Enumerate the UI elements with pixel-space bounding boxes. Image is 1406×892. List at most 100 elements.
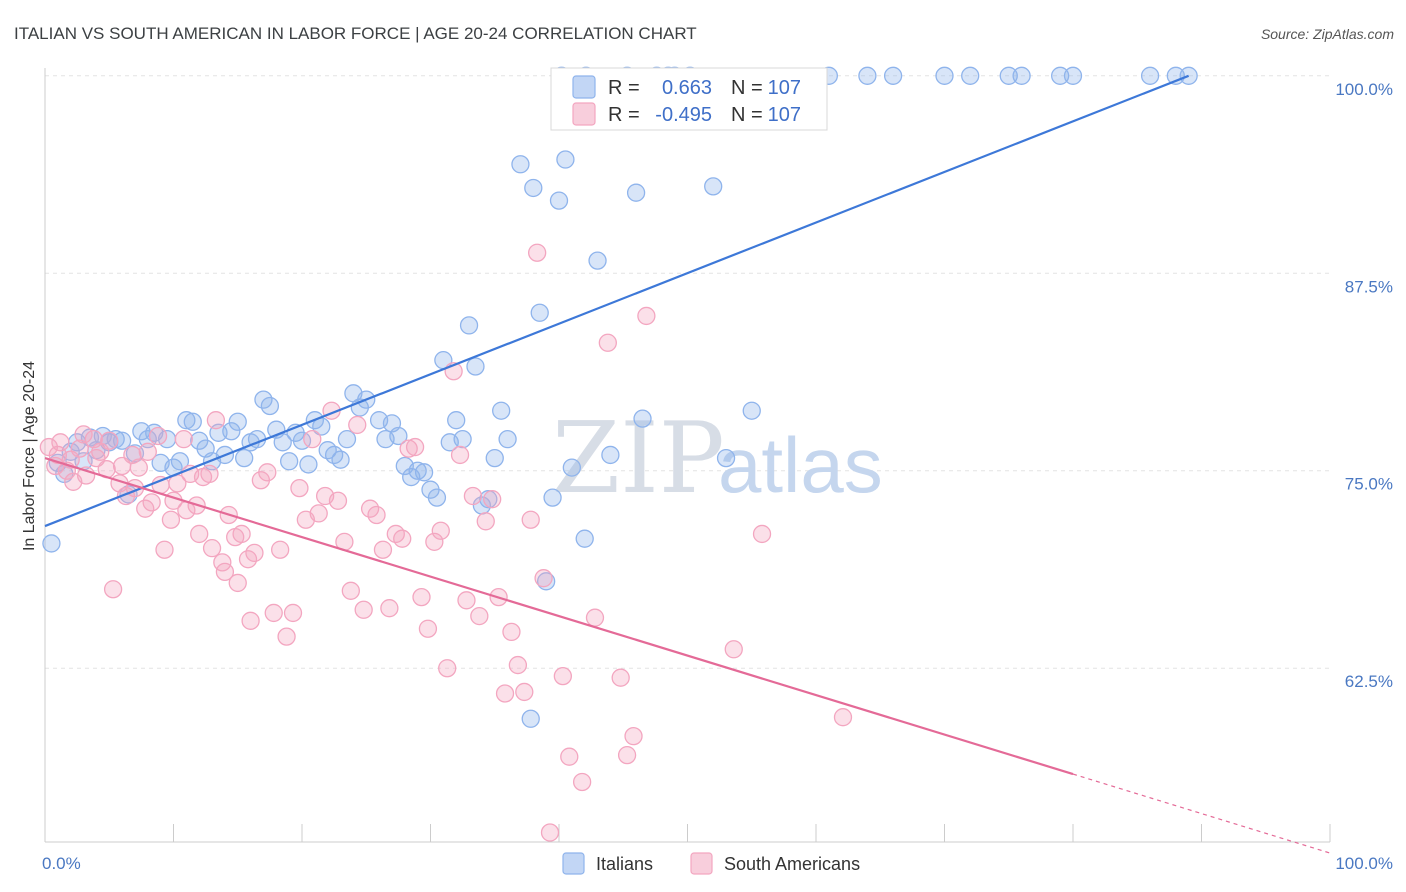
south-americans-point bbox=[367, 505, 386, 525]
italians-point bbox=[543, 488, 562, 507]
series-legend-label-south-americans: South Americans bbox=[724, 854, 860, 874]
italians-point bbox=[492, 401, 511, 420]
chart-source: Source: ZipAtlas.com bbox=[1261, 26, 1394, 42]
south-americans-point bbox=[161, 510, 181, 529]
stats-legend-box bbox=[550, 67, 828, 131]
watermark-zip: ZIP bbox=[552, 402, 725, 516]
italians-point bbox=[633, 409, 652, 428]
south-americans-point bbox=[724, 640, 743, 659]
italians-point bbox=[704, 177, 723, 196]
y-tick-label: 87.5% bbox=[1345, 277, 1393, 296]
south-americans-point bbox=[425, 532, 444, 551]
italians-point bbox=[183, 412, 202, 431]
south-americans-point bbox=[328, 491, 348, 510]
italians-point bbox=[562, 458, 581, 477]
italians-point bbox=[1012, 66, 1031, 85]
south-americans-point bbox=[303, 430, 322, 449]
italians-point bbox=[588, 251, 607, 270]
tick-labels: 62.5% 75.0% 87.5% 100.0% 0.0% 100.0% bbox=[42, 80, 1393, 873]
legend-r-value-italians: 0.663 bbox=[662, 77, 712, 99]
italians-point bbox=[716, 448, 736, 468]
south-americans-point bbox=[393, 529, 412, 548]
south-americans-point bbox=[100, 431, 119, 450]
series-legend-label-italians: Italians bbox=[596, 854, 653, 874]
y-tick-label: 75.0% bbox=[1345, 475, 1393, 494]
south-americans-point bbox=[553, 666, 573, 686]
italians-trend-line bbox=[44, 74, 1190, 528]
italians-point bbox=[279, 452, 299, 471]
south-americans-point bbox=[617, 745, 637, 765]
italians-point bbox=[42, 534, 61, 553]
south-americans-point bbox=[354, 600, 373, 619]
south-americans-point bbox=[190, 524, 209, 544]
south-americans-point bbox=[515, 682, 534, 702]
south-americans-trend-line bbox=[44, 457, 1074, 776]
italians-point bbox=[479, 490, 498, 509]
italians-point bbox=[601, 445, 620, 465]
italians-point bbox=[858, 66, 877, 85]
scatter-points bbox=[39, 66, 1198, 842]
x-tick-label: 100.0% bbox=[1335, 854, 1393, 873]
south-americans-point bbox=[348, 415, 367, 435]
south-americans-point bbox=[521, 510, 540, 529]
south-americans-point bbox=[476, 512, 495, 531]
south-americans-point bbox=[206, 411, 226, 430]
italians-point bbox=[511, 155, 530, 174]
south-americans-point bbox=[528, 243, 547, 262]
south-americans-point bbox=[572, 772, 592, 792]
italians-point bbox=[575, 529, 594, 548]
south-americans-point bbox=[200, 464, 219, 484]
south-americans-point bbox=[405, 437, 425, 457]
italians-point bbox=[549, 191, 569, 210]
legend-n-label: N = bbox=[731, 77, 763, 99]
south-americans-point bbox=[241, 611, 260, 630]
south-americans-point bbox=[833, 708, 853, 727]
italians-point bbox=[537, 572, 556, 591]
south-americans-point bbox=[174, 430, 193, 449]
italians-point bbox=[260, 396, 280, 416]
legend-swatch-south-americans bbox=[572, 102, 596, 126]
south-americans-point bbox=[202, 539, 222, 558]
italians-point bbox=[521, 709, 540, 728]
italians-point bbox=[459, 316, 479, 335]
south-americans-point bbox=[502, 622, 521, 642]
italians-point bbox=[273, 433, 292, 452]
italians-point bbox=[556, 150, 575, 169]
south-americans-point bbox=[258, 463, 277, 482]
italians-point bbox=[530, 303, 549, 322]
south-americans-point bbox=[380, 599, 399, 618]
italians-point bbox=[453, 430, 472, 449]
chart-title: ITALIAN VS SOUTH AMERICAN IN LABOR FORCE… bbox=[14, 24, 697, 43]
legend-n-label: N = bbox=[731, 104, 763, 126]
south-americans-point bbox=[264, 603, 283, 623]
south-americans-point bbox=[112, 456, 132, 476]
south-americans-point bbox=[483, 490, 502, 509]
south-americans-point bbox=[129, 458, 148, 477]
series-legend: Italians South Americans bbox=[562, 852, 860, 875]
legend-r-value-south-americans: -0.495 bbox=[655, 104, 712, 126]
south-americans-point bbox=[138, 442, 157, 461]
south-americans-point bbox=[155, 540, 174, 559]
x-tick-label: 0.0% bbox=[42, 854, 81, 873]
south-americans-point bbox=[74, 425, 93, 444]
south-americans-point bbox=[232, 524, 251, 544]
italians-point bbox=[935, 66, 954, 85]
south-americans-point bbox=[450, 445, 470, 465]
south-americans-point bbox=[283, 603, 303, 623]
italians-point bbox=[961, 66, 980, 85]
south-americans-point bbox=[637, 306, 656, 326]
y-tick-label: 62.5% bbox=[1345, 672, 1393, 691]
south-americans-point bbox=[463, 486, 483, 506]
south-americans-point bbox=[148, 426, 168, 446]
legend-n-value-south-americans: 107 bbox=[768, 104, 801, 126]
italians-point bbox=[742, 401, 761, 420]
legend-r-label: R = bbox=[608, 77, 640, 99]
watermark-atlas: atlas bbox=[718, 421, 883, 509]
south-americans-point bbox=[534, 569, 553, 588]
south-americans-point bbox=[418, 619, 438, 638]
italians-point bbox=[999, 66, 1018, 85]
trend-lines bbox=[44, 74, 1331, 854]
south-americans-point bbox=[540, 823, 560, 842]
italians-point bbox=[177, 411, 196, 430]
south-americans-point bbox=[103, 580, 123, 599]
